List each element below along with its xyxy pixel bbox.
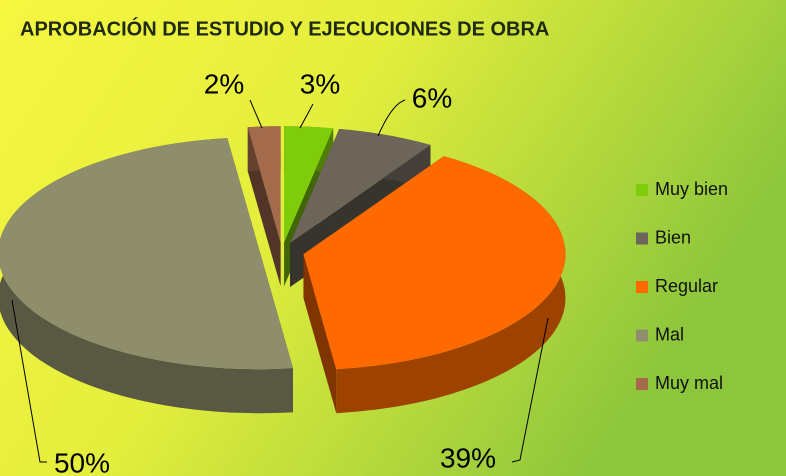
- data-label: 6%: [412, 82, 452, 113]
- data-label: 39%: [440, 442, 496, 473]
- chart-title: APROBACIÓN DE ESTUDIO Y EJECUCIONES DE O…: [20, 16, 549, 40]
- legend-swatch: [636, 378, 648, 390]
- leader-line: [249, 99, 263, 129]
- leader-line: [377, 99, 406, 137]
- legend: Muy bien Bien Regular Mal Muy mal: [636, 179, 728, 393]
- slice-top: [303, 156, 566, 370]
- data-label: 50%: [54, 447, 110, 476]
- slice-top: [247, 126, 281, 243]
- labels: 3% 6% 39% 50% 2%: [11, 68, 549, 476]
- slice: [247, 126, 281, 287]
- slice-top: [284, 126, 334, 243]
- legend-swatch: [636, 184, 648, 196]
- leader-line: [511, 317, 549, 463]
- slice: [303, 156, 566, 414]
- legend-label: Mal: [655, 324, 684, 344]
- data-label: 3%: [300, 68, 340, 99]
- legend-label: Muy mal: [655, 373, 723, 393]
- slice-side: [303, 254, 337, 414]
- legend-swatch: [636, 281, 648, 293]
- leader-line: [299, 103, 314, 129]
- legend-swatch: [636, 329, 648, 342]
- legend-label: Regular: [655, 276, 718, 296]
- slice-top: [0, 138, 294, 370]
- leader-line: [11, 299, 47, 463]
- pie: [0, 126, 566, 414]
- legend-label: Muy bien: [655, 179, 728, 199]
- legend-label: Bien: [655, 227, 691, 247]
- data-label: 2%: [204, 68, 244, 99]
- slice-top: [290, 128, 431, 243]
- slice: [0, 138, 294, 414]
- legend-swatch: [636, 232, 648, 245]
